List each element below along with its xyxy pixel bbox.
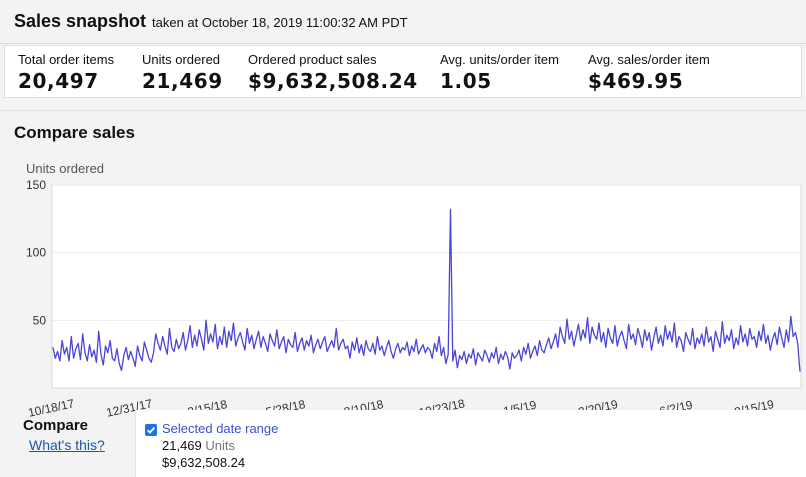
metric-label: Ordered product sales: [248, 52, 377, 67]
metric-label: Avg. units/order item: [440, 52, 559, 67]
y-axis-label: Units ordered: [26, 161, 105, 176]
y-tick-label: 50: [33, 313, 47, 327]
compare-side: Compare What's this?: [0, 410, 135, 477]
compare-label: Compare: [23, 417, 89, 434]
y-tick-label: 100: [26, 246, 46, 260]
metric-ordered-product-sales: Ordered product sales $9,632,508.24: [248, 52, 418, 93]
metrics-panel: Total order items 20,497 Units ordered 2…: [4, 45, 802, 98]
metric-value: 21,469: [142, 69, 223, 93]
y-tick-label: 150: [26, 178, 46, 192]
legend-units-value: 21,469: [162, 438, 202, 453]
selected-range-label[interactable]: Selected date range: [162, 421, 279, 436]
header-bar: Sales snapshot taken at October 18, 2019…: [0, 0, 806, 44]
metric-label: Avg. sales/order item: [588, 52, 710, 67]
legend-units-word: Units: [205, 438, 236, 453]
whats-this-link[interactable]: What's this?: [29, 437, 105, 453]
metric-value: 20,497: [18, 69, 99, 93]
legend-units: 21,469 Units: [162, 438, 235, 453]
metric-value: $469.95: [588, 69, 684, 93]
metric-label: Total order items: [18, 52, 115, 67]
selected-range-checkbox[interactable]: [145, 424, 157, 436]
metric-value: 1.05: [440, 69, 492, 93]
metric-avg-sales-per-order-item: Avg. sales/order item $469.95: [588, 52, 710, 93]
metric-avg-units-per-order-item: Avg. units/order item 1.05: [440, 52, 559, 93]
plot-area: [51, 184, 802, 389]
legend-box: Selected date range 21,469 Units $9,632,…: [135, 410, 806, 477]
checkmark-icon: [146, 426, 156, 434]
snapshot-timestamp: taken at October 18, 2019 11:00:32 AM PD…: [152, 15, 408, 30]
metric-label: Units ordered: [142, 52, 221, 67]
legend-sales-value: $9,632,508.24: [162, 455, 246, 470]
metric-total-order-items: Total order items 20,497: [18, 52, 114, 93]
series-line: [52, 208, 801, 372]
page-title: Sales snapshot: [14, 11, 147, 31]
compare-sales-title: Compare sales: [14, 123, 135, 142]
metric-units-ordered: Units ordered 21,469: [142, 52, 223, 93]
metric-value: $9,632,508.24: [248, 69, 418, 93]
